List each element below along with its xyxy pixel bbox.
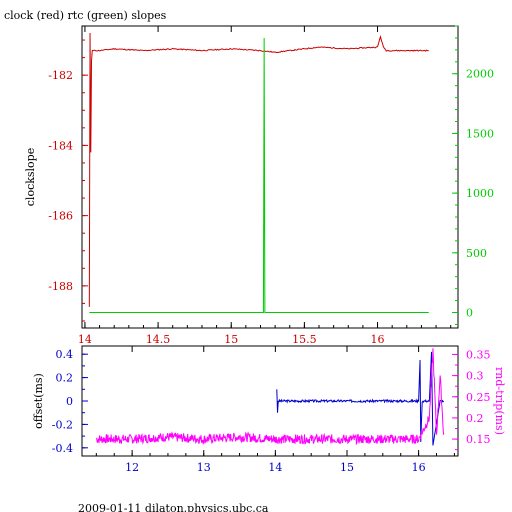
chart-title: clock (red) rtc (green) slopes	[4, 9, 167, 22]
y2-tick-label: 0	[466, 306, 473, 319]
y-tick-label: -0.4	[52, 442, 73, 455]
y2-tick-label: 2000	[466, 68, 494, 81]
clock-slope-chart: 14 14.5 15 15.5 16 -182 -184 -186 -188 0 500 1000 15…	[24, 25, 494, 346]
red-series-line	[88, 33, 429, 307]
x-tick-label: 13	[197, 461, 211, 474]
green-series-line	[89, 37, 429, 313]
magenta-series-line	[95, 348, 445, 446]
offset-roundtrip-chart: 12 13 14 15 16 0.4 0.2 0 -0.2 -0.4 0.35 0.3 0.25 0.2 0…	[32, 345, 506, 474]
x-tick-label: 12	[125, 461, 139, 474]
y2-tick-label: 0.15	[466, 433, 491, 446]
y2-tick-label: 0.25	[466, 391, 491, 404]
y-axis-label: offset(ms)	[32, 373, 45, 429]
y-tick-label: -186	[48, 210, 73, 223]
y2-tick-label: 0.35	[466, 348, 491, 361]
plot-frame	[81, 25, 459, 329]
y2-tick-label: 1500	[466, 127, 494, 140]
y2-tick-label: 500	[466, 247, 487, 260]
x-tick-label: 15	[224, 333, 238, 346]
footer-caption: 2009-01-11 dilaton.physics.ubc.ca	[78, 502, 269, 512]
y2-tick-label: 0.2	[466, 412, 484, 425]
x-tick-label: 15	[340, 461, 354, 474]
y-tick-label: 0.4	[56, 348, 74, 361]
plot-area	[95, 348, 445, 446]
y-tick-label: 0	[66, 395, 73, 408]
y-tick-label: -182	[48, 69, 73, 82]
plot-area	[88, 33, 429, 313]
y2-tick-label: 1000	[466, 187, 494, 200]
y-axis-label: clockslope	[24, 148, 37, 206]
y2-tick-label: 0.3	[466, 370, 484, 383]
blue-series-line	[276, 351, 445, 446]
y-tick-label: -0.2	[52, 418, 73, 431]
x-tick-label: 15.5	[292, 333, 317, 346]
y2-axis-label: rnd-trip(ms)	[493, 367, 506, 435]
x-tick-label: 14.5	[146, 333, 171, 346]
x-tick-label: 16	[412, 461, 426, 474]
y-tick-label: -184	[48, 139, 73, 152]
y-tick-label: -188	[48, 280, 73, 293]
x-tick-label: 16	[371, 333, 385, 346]
x-tick-label: 14	[78, 333, 92, 346]
y-tick-label: 0.2	[56, 372, 74, 385]
x-tick-label: 14	[268, 461, 282, 474]
